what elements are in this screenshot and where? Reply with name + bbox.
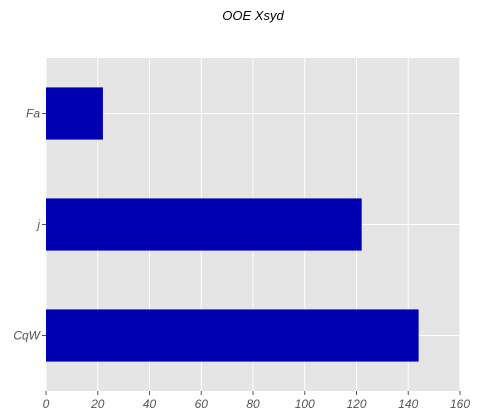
- y-tick-label: j: [35, 218, 40, 232]
- bar-Fa: [46, 87, 103, 140]
- bar-j: [46, 198, 362, 251]
- x-tick-label: 100: [295, 397, 315, 411]
- bars: [46, 87, 419, 362]
- y-tick-label: CqW: [13, 329, 41, 343]
- y-axis-ticks: Fa j CqW: [13, 107, 46, 343]
- y-tick-label: Fa: [26, 107, 40, 121]
- x-tick-label: 60: [195, 397, 209, 411]
- x-tick-label: 140: [398, 397, 418, 411]
- x-tick-label: 160: [450, 397, 470, 411]
- x-tick-label: 120: [346, 397, 366, 411]
- chart-title: OOE Xsyd: [222, 8, 284, 23]
- x-tick-label: 0: [43, 397, 50, 411]
- x-tick-label: 40: [143, 397, 157, 411]
- x-tick-label: 80: [246, 397, 260, 411]
- bar-CqW: [46, 309, 419, 362]
- x-tick-label: 20: [90, 397, 105, 411]
- x-axis-ticks: 0 20 40 60 80 100 120 140 160: [43, 391, 470, 411]
